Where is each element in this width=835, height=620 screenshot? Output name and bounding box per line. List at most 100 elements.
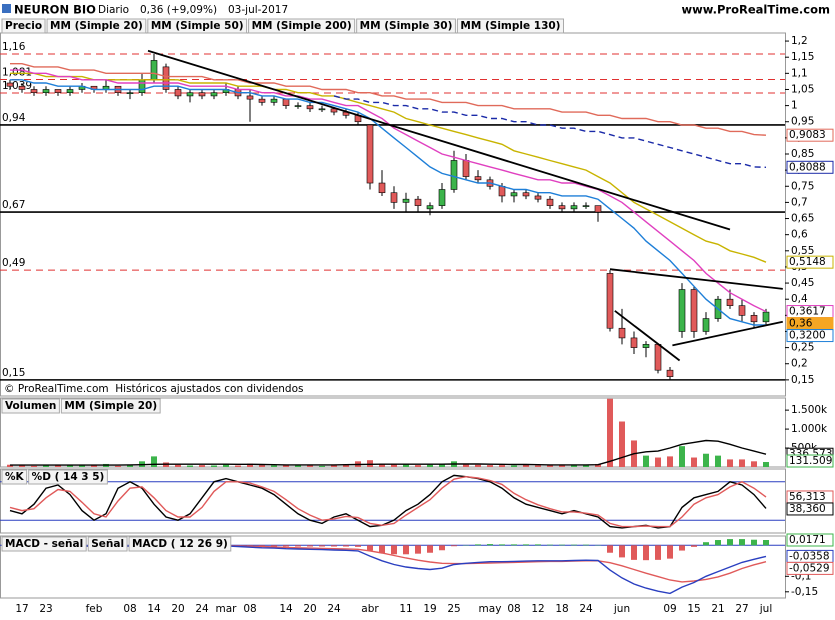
bar bbox=[367, 545, 373, 551]
legend-label: MM (Simple 200) bbox=[252, 20, 352, 32]
bar bbox=[367, 460, 373, 467]
candle-body bbox=[390, 192, 398, 203]
bar bbox=[583, 544, 589, 546]
candle-body bbox=[738, 305, 746, 316]
candle-body bbox=[294, 105, 302, 107]
bar bbox=[667, 456, 673, 467]
bar bbox=[619, 545, 625, 558]
bar bbox=[319, 545, 325, 547]
x-tick-label: feb bbox=[86, 603, 103, 615]
value-label-box bbox=[786, 160, 834, 174]
x-tick-label: 08 bbox=[243, 603, 256, 615]
bar bbox=[67, 465, 73, 467]
level-label: 0,94 bbox=[2, 112, 26, 124]
legend-box bbox=[1, 398, 60, 414]
bar bbox=[631, 545, 637, 560]
y-tick-label: 1,15 bbox=[791, 51, 814, 63]
candle-body bbox=[534, 195, 542, 200]
bar bbox=[703, 542, 709, 546]
period: Diario bbox=[98, 4, 129, 16]
candle-body bbox=[282, 98, 290, 106]
bar bbox=[307, 465, 313, 467]
candle-body bbox=[546, 198, 554, 206]
level-label: 1,081 bbox=[2, 66, 32, 78]
trendline bbox=[147, 49, 731, 231]
candle-body bbox=[378, 182, 386, 194]
bar bbox=[727, 539, 733, 546]
y-tick-label: 0,75 bbox=[791, 180, 814, 192]
value-label-box bbox=[786, 255, 834, 269]
candle-body bbox=[306, 105, 314, 110]
bar bbox=[415, 545, 421, 554]
legend-label: MM (Simple 20) bbox=[64, 400, 157, 412]
candle-body bbox=[366, 124, 374, 184]
series-line bbox=[333, 95, 767, 168]
bar bbox=[475, 544, 481, 546]
candle-body bbox=[162, 66, 170, 90]
bar bbox=[679, 545, 685, 551]
bar bbox=[283, 545, 289, 547]
legend-box bbox=[46, 18, 147, 34]
bar bbox=[427, 464, 433, 467]
candle-body bbox=[270, 98, 278, 103]
value-label: -0,0358 bbox=[789, 550, 830, 562]
panel bbox=[0, 535, 786, 599]
bar bbox=[175, 464, 181, 467]
candle-body bbox=[726, 298, 734, 306]
bar bbox=[691, 457, 697, 467]
bar bbox=[355, 545, 361, 547]
candle-body bbox=[138, 79, 146, 93]
bar bbox=[487, 465, 493, 467]
legend-label: MACD ( 12 26 9) bbox=[132, 538, 228, 550]
bar bbox=[571, 465, 577, 467]
legend-box bbox=[60, 398, 161, 414]
bar bbox=[451, 545, 457, 547]
value-label-box bbox=[786, 128, 834, 142]
bar bbox=[643, 455, 649, 467]
value-label: 0,3617 bbox=[789, 306, 826, 318]
candle-body bbox=[522, 192, 530, 197]
bar bbox=[115, 465, 121, 467]
candle-body bbox=[630, 337, 638, 348]
candle-body bbox=[174, 89, 182, 97]
candle-body bbox=[42, 89, 50, 93]
candle-body bbox=[678, 289, 686, 332]
x-tick-label: abr bbox=[361, 603, 379, 615]
level-label: 0,15 bbox=[2, 367, 25, 379]
candle-body bbox=[474, 176, 482, 181]
legend-box bbox=[1, 469, 28, 485]
value-label: 0,5148 bbox=[789, 256, 826, 268]
bar bbox=[619, 421, 625, 467]
candle-body bbox=[750, 315, 758, 323]
candle-body bbox=[558, 205, 566, 210]
candle-body bbox=[198, 92, 206, 97]
date: 03-jul-2017 bbox=[228, 4, 288, 16]
value-label: -0,0529 bbox=[789, 562, 830, 574]
bar bbox=[739, 459, 745, 467]
candle-body bbox=[690, 289, 698, 332]
legend-label: %K bbox=[5, 471, 25, 483]
legend-box bbox=[87, 536, 128, 552]
x-tick-label: 18 bbox=[555, 603, 568, 615]
bar bbox=[667, 545, 673, 559]
bar bbox=[523, 464, 529, 467]
legend-label: MACD - señal bbox=[5, 538, 83, 550]
legend-label: MM (Simple 130) bbox=[460, 20, 560, 32]
trendline bbox=[672, 320, 783, 347]
x-tick-label: 08 bbox=[123, 603, 136, 615]
bar bbox=[463, 463, 469, 467]
bar bbox=[391, 545, 397, 555]
bar bbox=[7, 464, 13, 467]
candle-body bbox=[150, 60, 158, 81]
candle-body bbox=[318, 108, 326, 111]
bar bbox=[295, 545, 301, 547]
legend-box bbox=[356, 18, 456, 34]
legend-label: Precio bbox=[5, 20, 42, 32]
bar bbox=[535, 544, 541, 546]
x-tick-label: 20 bbox=[171, 603, 184, 615]
x-tick-label: 15 bbox=[687, 603, 700, 615]
value-label: 0,3200 bbox=[789, 330, 826, 342]
bar bbox=[643, 545, 649, 561]
candle-body bbox=[438, 189, 446, 206]
bar bbox=[31, 465, 37, 467]
